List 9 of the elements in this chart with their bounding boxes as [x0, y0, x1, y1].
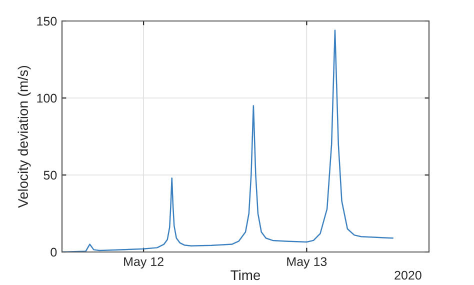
x-tick-label: May 13 — [287, 257, 327, 269]
x-tick-label: May 12 — [124, 257, 164, 269]
x-axis-title: Time — [230, 270, 260, 280]
y-tick-label: 150 — [37, 16, 57, 26]
y-axis-title: Velocity deviation (m/s) — [18, 66, 31, 208]
y-tick-label: 50 — [44, 170, 57, 180]
y-tick-label: 0 — [50, 248, 57, 257]
text: 2020 — [394, 270, 422, 280]
y-tick-label: 100 — [37, 94, 57, 103]
